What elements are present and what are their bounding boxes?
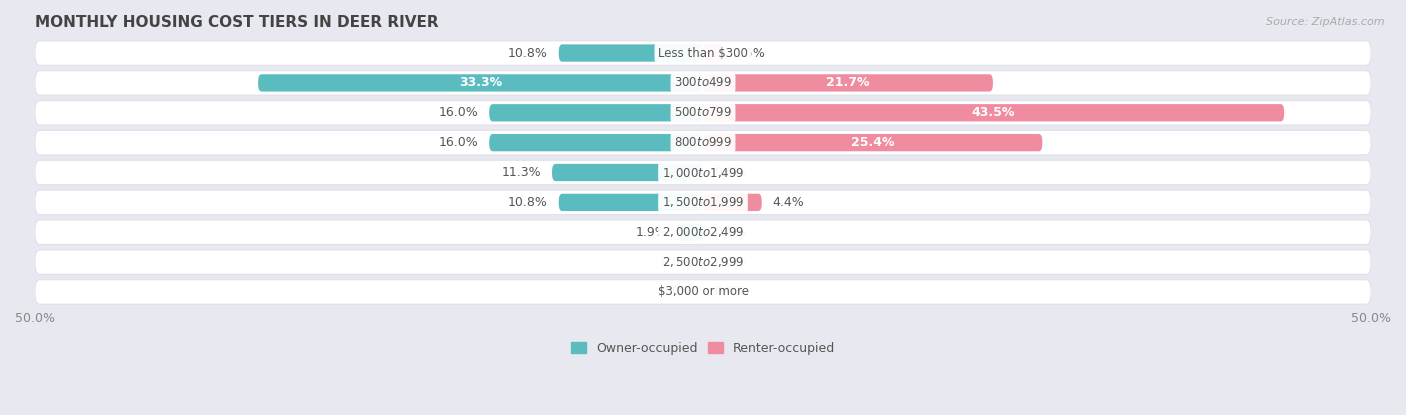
Text: 0.0%: 0.0%	[714, 286, 745, 298]
Text: $1,000 to $1,499: $1,000 to $1,499	[662, 166, 744, 180]
FancyBboxPatch shape	[259, 74, 703, 92]
FancyBboxPatch shape	[703, 44, 723, 62]
Text: MONTHLY HOUSING COST TIERS IN DEER RIVER: MONTHLY HOUSING COST TIERS IN DEER RIVER	[35, 15, 439, 30]
Text: 16.0%: 16.0%	[439, 106, 478, 119]
FancyBboxPatch shape	[35, 41, 1371, 65]
Text: 1.5%: 1.5%	[734, 46, 766, 59]
Text: Source: ZipAtlas.com: Source: ZipAtlas.com	[1267, 17, 1385, 27]
Text: $300 to $499: $300 to $499	[673, 76, 733, 89]
Text: $500 to $799: $500 to $799	[673, 106, 733, 119]
FancyBboxPatch shape	[35, 160, 1371, 185]
FancyBboxPatch shape	[35, 100, 1371, 125]
Text: 43.5%: 43.5%	[972, 106, 1015, 119]
Text: 0.0%: 0.0%	[714, 166, 745, 179]
Text: 10.8%: 10.8%	[508, 196, 548, 209]
Text: 33.3%: 33.3%	[458, 76, 502, 89]
FancyBboxPatch shape	[703, 134, 1042, 151]
Text: 1.9%: 1.9%	[636, 226, 666, 239]
Text: 0.0%: 0.0%	[714, 226, 745, 239]
FancyBboxPatch shape	[558, 44, 703, 62]
FancyBboxPatch shape	[703, 194, 762, 211]
Text: 11.3%: 11.3%	[502, 166, 541, 179]
Text: 16.0%: 16.0%	[439, 136, 478, 149]
Text: 10.8%: 10.8%	[508, 46, 548, 59]
FancyBboxPatch shape	[35, 130, 1371, 155]
FancyBboxPatch shape	[35, 190, 1371, 215]
FancyBboxPatch shape	[35, 71, 1371, 95]
Text: $800 to $999: $800 to $999	[673, 136, 733, 149]
Text: $1,500 to $1,999: $1,500 to $1,999	[662, 195, 744, 210]
Text: 4.4%: 4.4%	[772, 196, 804, 209]
FancyBboxPatch shape	[553, 164, 703, 181]
Text: 21.7%: 21.7%	[827, 76, 870, 89]
FancyBboxPatch shape	[489, 134, 703, 151]
FancyBboxPatch shape	[703, 74, 993, 92]
FancyBboxPatch shape	[558, 194, 703, 211]
Text: $3,000 or more: $3,000 or more	[658, 286, 748, 298]
Text: 0.0%: 0.0%	[661, 286, 692, 298]
Text: 0.0%: 0.0%	[714, 256, 745, 269]
Text: Less than $300: Less than $300	[658, 46, 748, 59]
FancyBboxPatch shape	[678, 224, 703, 241]
Text: $2,500 to $2,999: $2,500 to $2,999	[662, 255, 744, 269]
Text: 25.4%: 25.4%	[851, 136, 894, 149]
Text: $2,000 to $2,499: $2,000 to $2,499	[662, 225, 744, 239]
FancyBboxPatch shape	[35, 250, 1371, 274]
FancyBboxPatch shape	[703, 104, 1284, 122]
FancyBboxPatch shape	[35, 280, 1371, 304]
Legend: Owner-occupied, Renter-occupied: Owner-occupied, Renter-occupied	[567, 337, 839, 360]
FancyBboxPatch shape	[489, 104, 703, 122]
FancyBboxPatch shape	[35, 220, 1371, 244]
Text: 0.0%: 0.0%	[661, 256, 692, 269]
